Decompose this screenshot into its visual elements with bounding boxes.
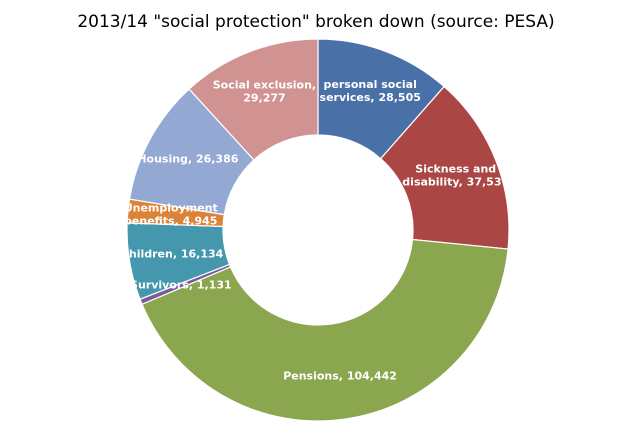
data-label: Sickness and disability, 37,537 — [402, 162, 509, 188]
data-label: Unemployment benefits, 4,945 — [124, 202, 218, 228]
data-label: Children, 16,134 — [121, 248, 224, 261]
slice — [188, 38, 319, 161]
slice — [141, 238, 509, 422]
data-label: Social exclusion, 29,277 — [213, 79, 316, 105]
data-label: Housing, 26,386 — [137, 153, 238, 166]
data-label: Pensions, 104,442 — [283, 369, 397, 382]
chart-title: 2013/14 "social protection" broken down … — [77, 12, 554, 32]
data-label: Survivors, 1,131 — [130, 279, 232, 292]
data-label: personal social services, 28,505 — [320, 78, 421, 104]
